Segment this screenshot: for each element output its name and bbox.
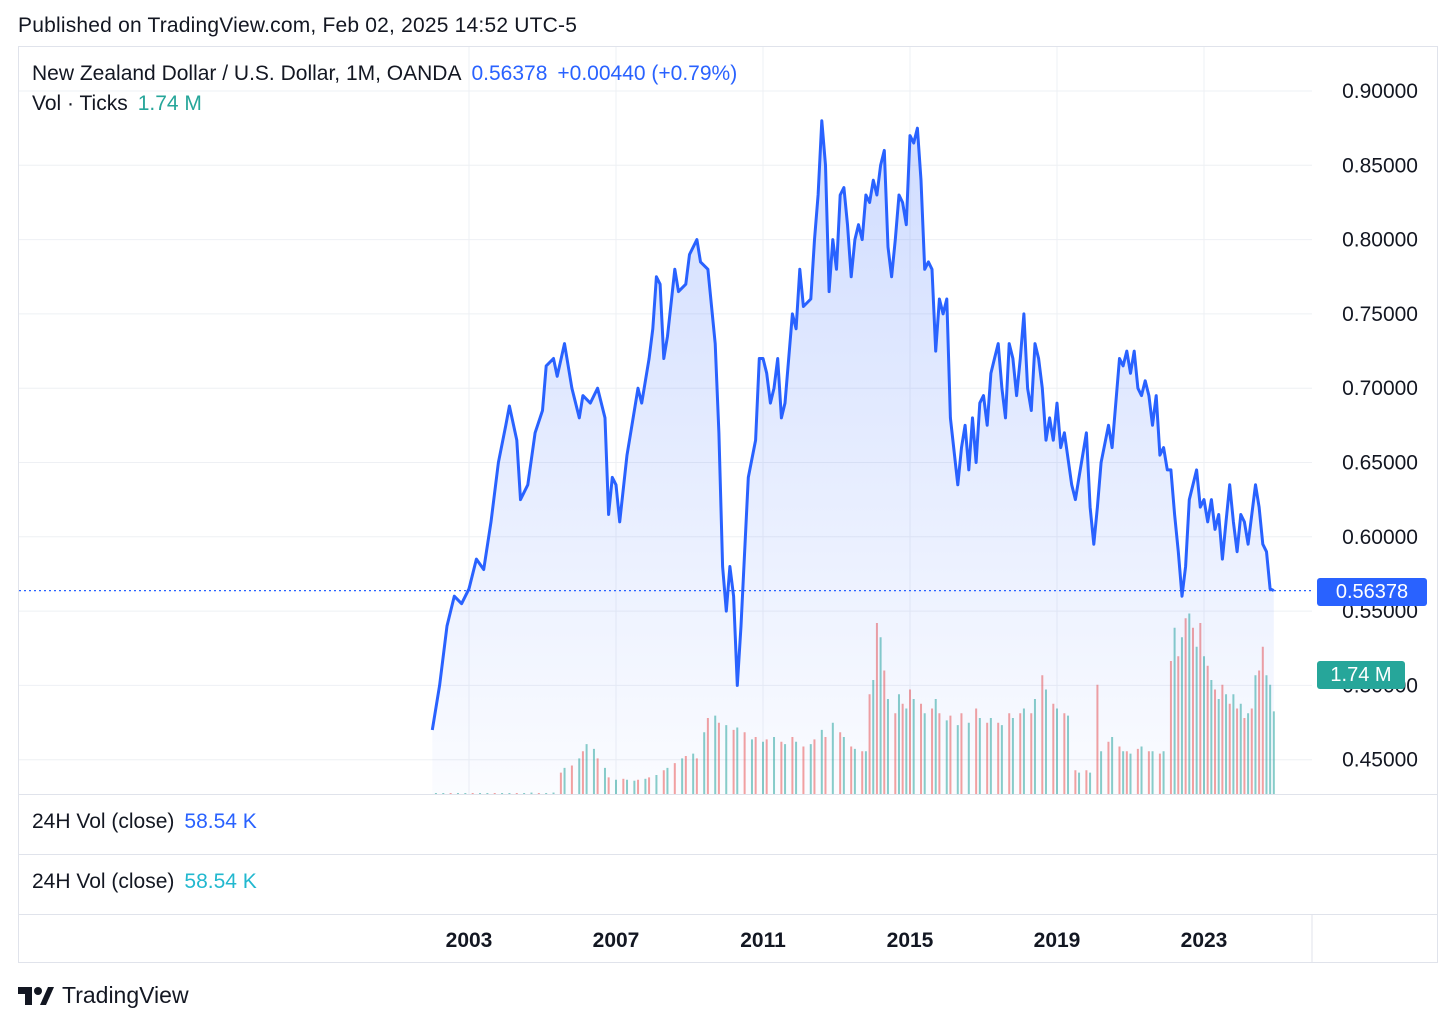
indicator-pane-1[interactable]: 24H Vol (close) 58.54 K <box>32 810 267 834</box>
price-change: +0.00440 (+0.79%) <box>557 62 738 85</box>
volume-value: 1.74 M <box>137 92 202 115</box>
last-price: 0.56378 <box>471 62 548 85</box>
indicator-2-value: 58.54 K <box>184 870 257 893</box>
x-tick-label: 2019 <box>1034 929 1081 952</box>
chart-frame <box>18 46 1438 963</box>
last-price-tag: 0.56378 <box>1317 578 1427 606</box>
last-volume-tag: 1.74 M <box>1317 661 1405 689</box>
y-tick-label: 0.65000 <box>1342 452 1418 475</box>
indicator-1-label: 24H Vol (close) <box>32 810 175 833</box>
symbol-title: New Zealand Dollar / U.S. Dollar, 1M, OA… <box>32 62 462 85</box>
y-tick-label: 0.90000 <box>1342 80 1418 103</box>
published-caption: Published on TradingView.com, Feb 02, 20… <box>18 14 578 37</box>
brand-name: TradingView <box>62 982 189 1008</box>
x-tick-label: 2007 <box>593 929 640 952</box>
volume-legend[interactable]: Vol · Ticks 1.74 M <box>32 92 212 116</box>
x-tick-label: 2015 <box>887 929 934 952</box>
indicator-2-label: 24H Vol (close) <box>32 870 175 893</box>
price-area <box>19 119 1312 794</box>
indicator-1-value: 58.54 K <box>184 810 257 833</box>
x-tick-label: 2023 <box>1181 929 1228 952</box>
y-tick-label: 0.85000 <box>1342 154 1418 177</box>
y-tick-label: 0.45000 <box>1342 749 1418 772</box>
indicator-pane-2[interactable]: 24H Vol (close) 58.54 K <box>32 870 267 894</box>
symbol-legend[interactable]: New Zealand Dollar / U.S. Dollar, 1M, OA… <box>32 62 747 86</box>
x-tick-label: 2003 <box>446 929 493 952</box>
pane-separator <box>18 794 1438 795</box>
y-tick-label: 0.80000 <box>1342 229 1418 252</box>
y-tick-label: 0.60000 <box>1342 526 1418 549</box>
pane-separator <box>18 914 1438 915</box>
tradingview-logo[interactable]: TradingView <box>18 982 189 1009</box>
x-tick-label: 2011 <box>740 929 786 952</box>
price-line <box>430 119 1275 731</box>
volume-label: Vol · Ticks <box>32 92 128 115</box>
tradingview-logo-icon <box>18 986 54 1005</box>
y-tick-label: 0.75000 <box>1342 303 1418 326</box>
price-area-fill <box>432 120 1274 794</box>
volume-bar <box>1272 711 1275 794</box>
time-axis[interactable]: 2003 2007 2011 2015 2019 2023 <box>446 915 1313 962</box>
y-tick-label: 0.70000 <box>1342 377 1418 400</box>
pane-separator <box>18 854 1438 855</box>
